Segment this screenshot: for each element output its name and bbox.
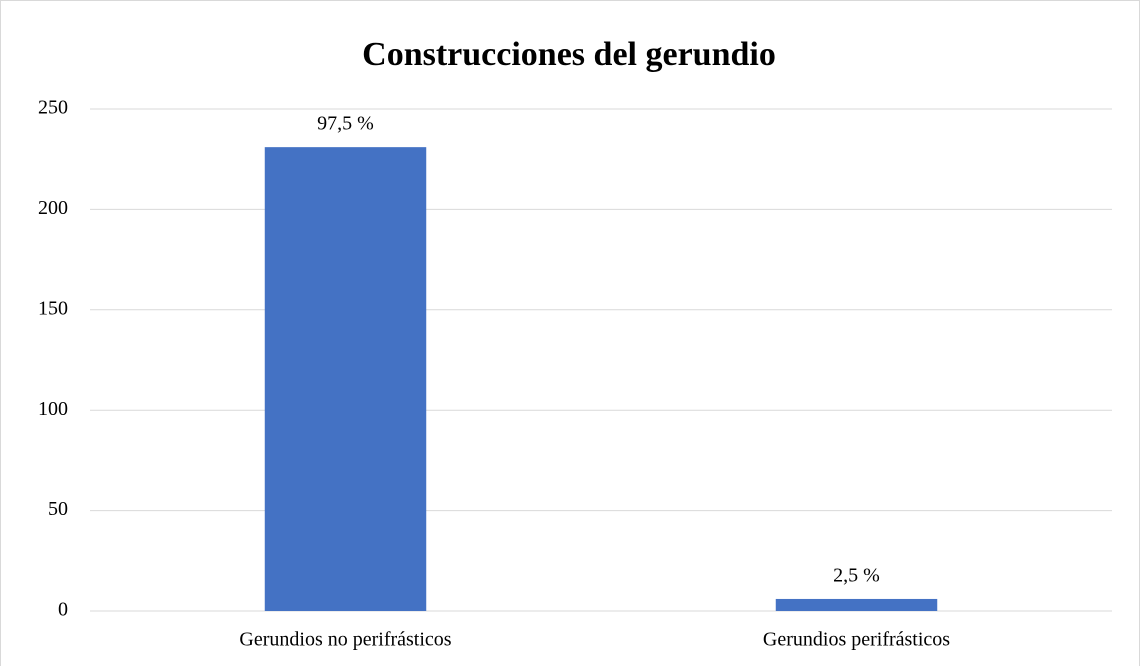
bar: [264, 147, 427, 612]
y-tick-label: 200: [38, 197, 68, 219]
bar-annotation: 97,5 %: [317, 113, 374, 135]
bar: [775, 598, 938, 611]
chart-title: Construcciones del gerundio: [362, 36, 776, 73]
y-tick-label: 100: [38, 398, 68, 420]
y-tick-label: 0: [58, 599, 68, 621]
x-tick-label: Gerundios perifrásticos: [763, 629, 950, 651]
bar-annotation: 2,5 %: [833, 565, 880, 587]
y-tick-label: 50: [48, 498, 68, 520]
y-tick-label: 150: [38, 297, 68, 319]
x-tick-label: Gerundios no perifrásticos: [239, 629, 451, 651]
y-tick-label: 250: [38, 97, 68, 119]
